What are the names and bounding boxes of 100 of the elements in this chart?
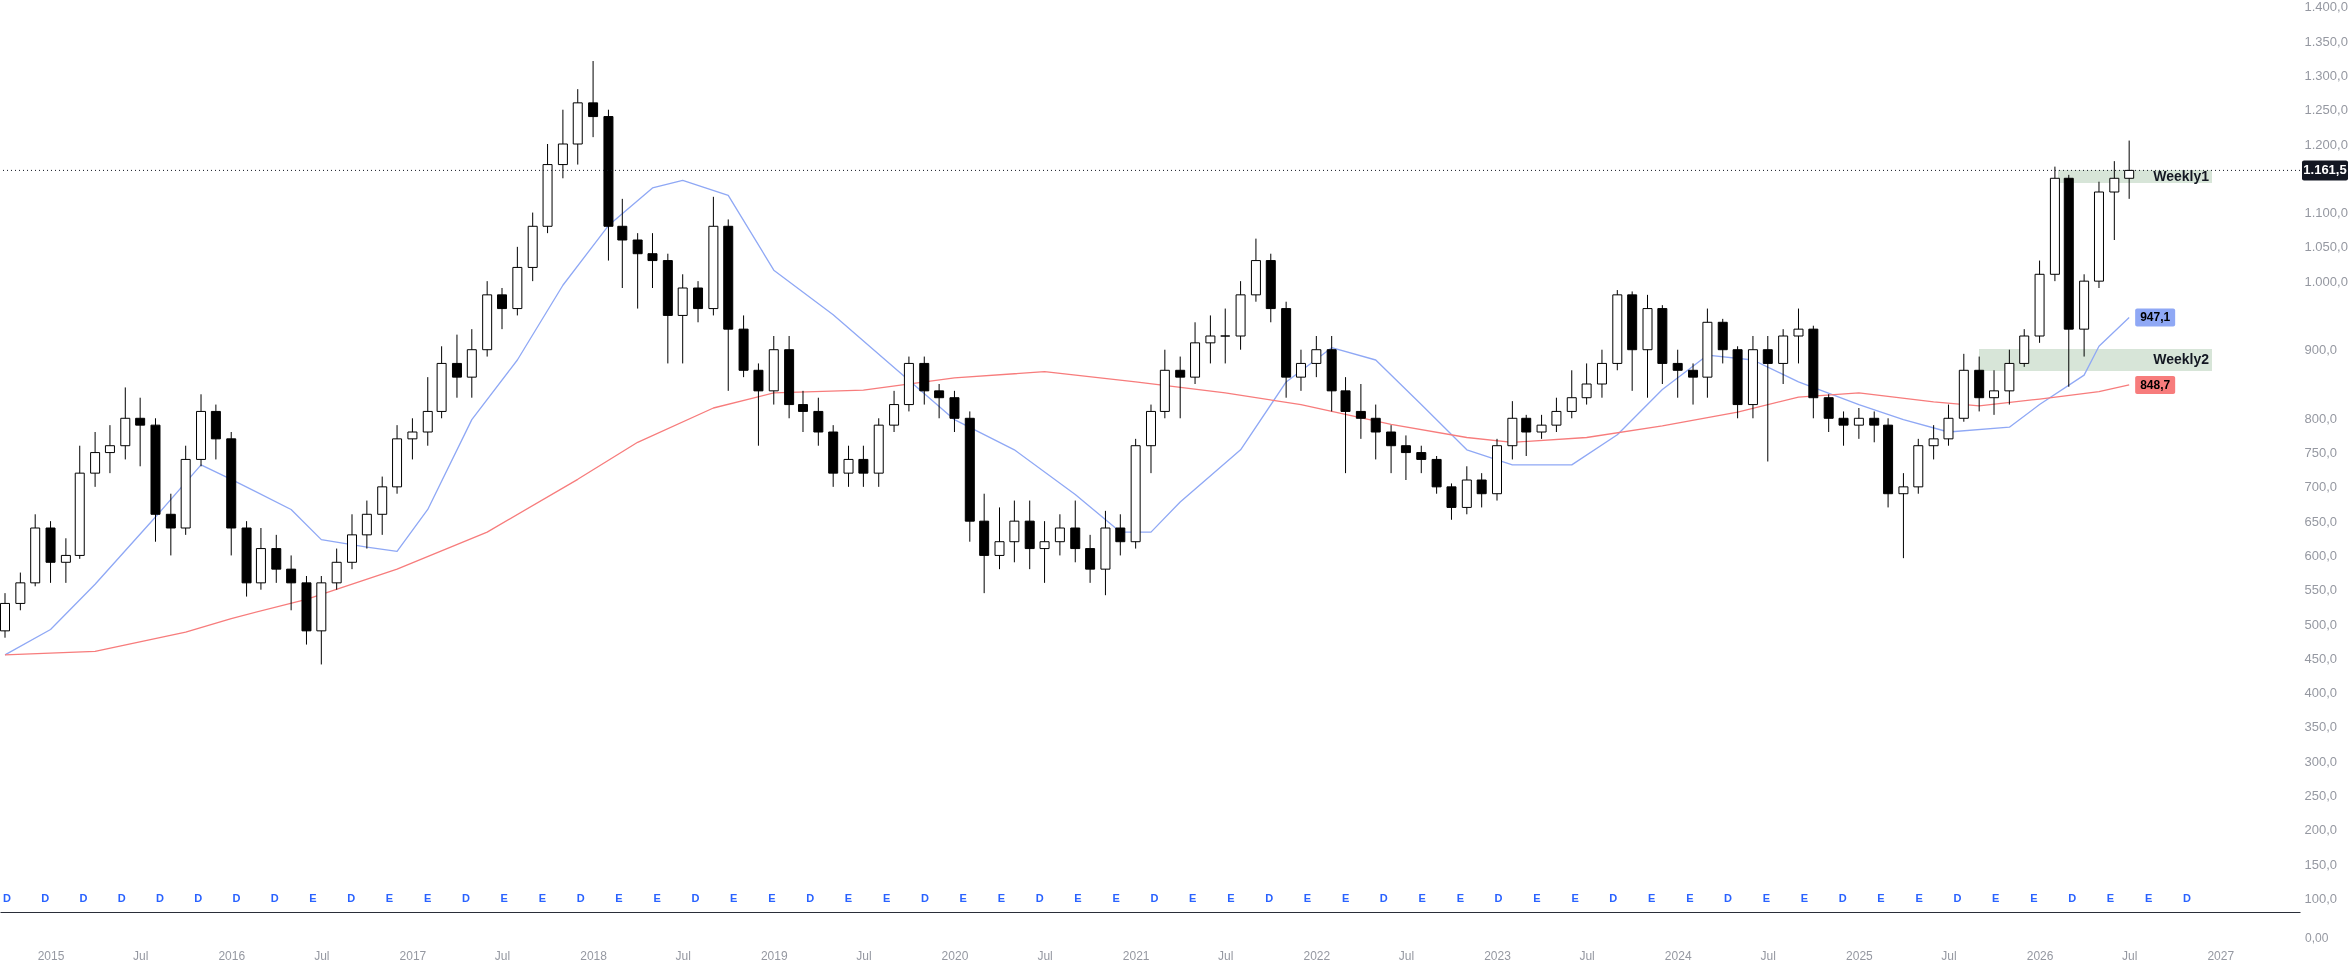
annotation: E bbox=[997, 892, 1006, 904]
x-tick-label: 2023 bbox=[1484, 948, 1512, 963]
y-tick-label: 400,0 bbox=[2304, 685, 2338, 701]
candlestick bbox=[843, 445, 854, 488]
y-tick-label: 1.050,0 bbox=[2304, 239, 2348, 255]
candlestick bbox=[1793, 308, 1804, 364]
y-tick-label: 450,0 bbox=[2304, 650, 2338, 666]
annotation: E bbox=[424, 892, 432, 904]
x-tick-label: 2026 bbox=[2026, 948, 2054, 963]
candlestick bbox=[1566, 369, 1577, 419]
annotation: E bbox=[1074, 892, 1082, 904]
candlestick bbox=[331, 548, 342, 591]
candlestick bbox=[1355, 383, 1366, 440]
candlestick bbox=[1869, 410, 1880, 443]
y-tick-label: 1.400,0 bbox=[2304, 0, 2348, 15]
annotation: D bbox=[347, 892, 356, 904]
x-tick-label: Jul bbox=[1760, 948, 1776, 963]
annotation: E bbox=[1915, 892, 1923, 904]
candlestick bbox=[1070, 500, 1081, 563]
annotation: E bbox=[1227, 892, 1235, 904]
candlestick bbox=[1551, 397, 1562, 433]
candlestick bbox=[1370, 404, 1381, 460]
x-tick-label: 2025 bbox=[1846, 948, 1874, 963]
candlestick bbox=[617, 198, 628, 289]
annotation: E bbox=[385, 892, 394, 904]
band-label: Weekly2 bbox=[2153, 351, 2210, 367]
annotation: E bbox=[1877, 892, 1885, 904]
line-series bbox=[4, 371, 2130, 656]
candlestick bbox=[1115, 513, 1126, 556]
candlestick bbox=[1386, 424, 1397, 474]
annotation: D bbox=[79, 892, 88, 904]
candlestick bbox=[1039, 520, 1050, 584]
y-tick-label: 1.300,0 bbox=[2304, 67, 2348, 83]
candlestick bbox=[1989, 369, 2000, 416]
x-tick-label: 2017 bbox=[399, 948, 427, 963]
candlestick bbox=[1536, 414, 1547, 440]
y-tick-label: 700,0 bbox=[2304, 479, 2338, 495]
annotation: E bbox=[1647, 892, 1656, 904]
candlestick bbox=[90, 431, 101, 488]
annotation: E bbox=[1188, 892, 1197, 904]
x-tick-label: Jul bbox=[1037, 948, 1053, 963]
annotation: D bbox=[576, 892, 585, 904]
y-tick-label: 500,0 bbox=[2304, 616, 2338, 632]
candlestick bbox=[934, 383, 945, 419]
annotation: E bbox=[844, 892, 853, 904]
candlestick bbox=[1340, 376, 1351, 474]
annotation: E bbox=[309, 892, 317, 904]
annotation: D bbox=[1724, 892, 1733, 904]
candlestick bbox=[1596, 349, 1607, 399]
y-tick-label: 150,0 bbox=[2304, 856, 2338, 872]
annotation: E bbox=[768, 892, 776, 904]
candlestick bbox=[1928, 424, 1939, 460]
annotation: D bbox=[806, 892, 815, 904]
candlestick bbox=[647, 232, 658, 289]
candlestick bbox=[693, 280, 704, 323]
candlestick bbox=[407, 417, 418, 460]
candlestick bbox=[60, 537, 71, 584]
x-tick-label: Jul bbox=[314, 948, 330, 963]
annotation: D bbox=[117, 892, 126, 904]
candlestick bbox=[165, 493, 176, 556]
x-tick-label: Jul bbox=[132, 948, 149, 963]
candlestick bbox=[1943, 404, 1954, 447]
x-tick-label: 2018 bbox=[580, 948, 608, 963]
band-label: Weekly1 bbox=[2153, 167, 2210, 184]
x-tick-label: 2020 bbox=[941, 948, 969, 963]
annotation: D bbox=[2183, 892, 2192, 904]
candlestick bbox=[135, 397, 146, 467]
annotation: E bbox=[653, 892, 661, 904]
candlestick bbox=[949, 390, 960, 433]
x-tick-label: 2024 bbox=[1664, 948, 1692, 963]
candlestick bbox=[104, 424, 115, 474]
x-tick-label: Jul bbox=[856, 948, 872, 963]
candlestick bbox=[632, 232, 643, 310]
annotation: E bbox=[1456, 892, 1465, 904]
annotation: D bbox=[1265, 892, 1274, 904]
candlestick bbox=[813, 397, 824, 447]
candlestick bbox=[2124, 140, 2135, 200]
y-tick-label: 550,0 bbox=[2304, 582, 2338, 598]
candlestick bbox=[1054, 513, 1065, 556]
annotation: D bbox=[2068, 892, 2077, 904]
candlestick bbox=[858, 445, 869, 488]
x-tick-label: Jul bbox=[494, 948, 511, 963]
annotation: E bbox=[1303, 892, 1312, 904]
y-tick-label: 800,0 bbox=[2304, 410, 2338, 426]
candlestick bbox=[1175, 356, 1186, 419]
x-tick-label: 2027 bbox=[2207, 948, 2235, 963]
annotation: D bbox=[3, 892, 12, 904]
annotation: D bbox=[156, 892, 165, 904]
y-tick-label: 600,0 bbox=[2304, 547, 2338, 563]
x-tick-label: 2019 bbox=[760, 948, 788, 963]
annotation: E bbox=[959, 892, 967, 904]
candlestick bbox=[1762, 335, 1773, 462]
x-tick-label: Jul bbox=[2121, 948, 2138, 963]
annotation: E bbox=[1533, 892, 1541, 904]
candlestick bbox=[1853, 407, 1864, 440]
candlestick bbox=[497, 287, 508, 330]
y-tick-label: 750,0 bbox=[2304, 445, 2338, 461]
x-tick-label: Jul bbox=[1398, 948, 1415, 963]
y-tick-label: 250,0 bbox=[2304, 787, 2338, 803]
y-tick-label: 1.250,0 bbox=[2304, 102, 2348, 118]
